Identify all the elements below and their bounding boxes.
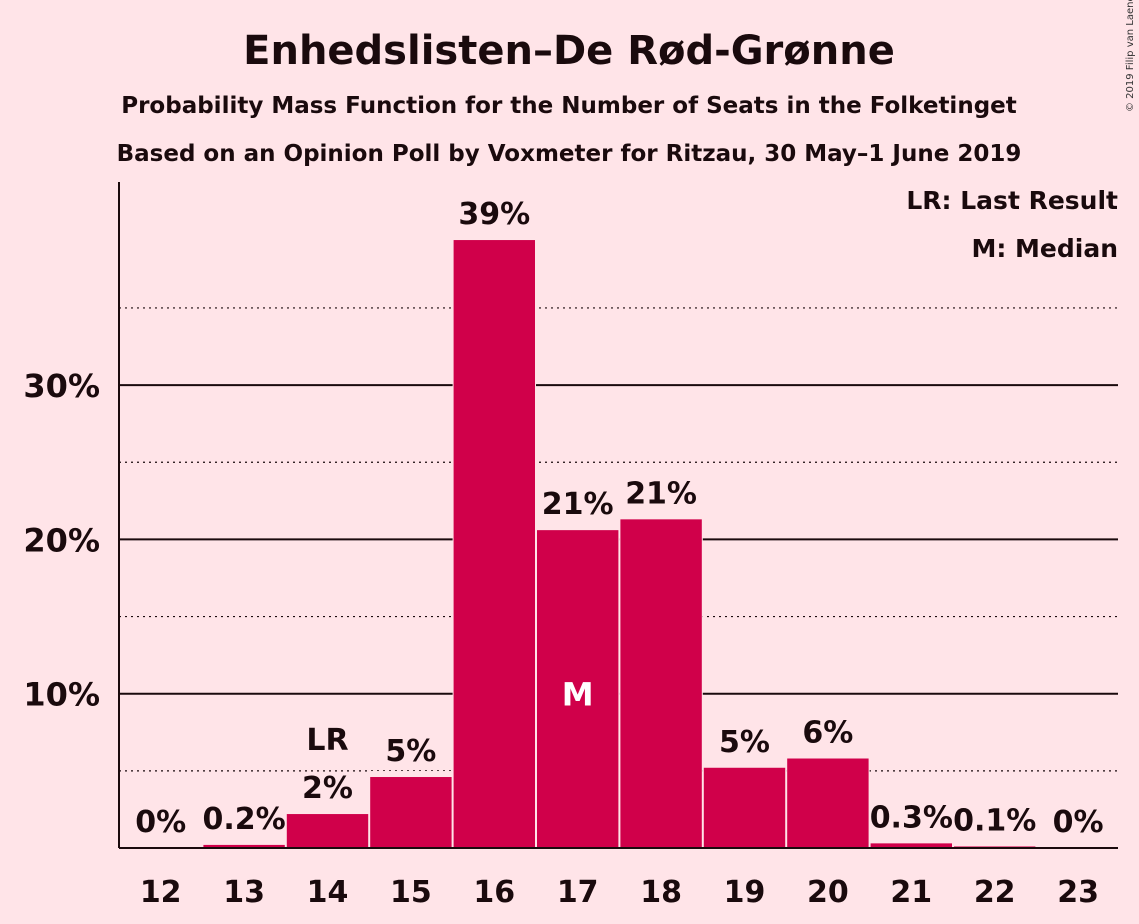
bar-value-label: 2% <box>302 771 353 806</box>
y-tick-label: 30% <box>23 367 100 405</box>
last-result-marker: LR <box>306 723 348 758</box>
bar <box>620 519 702 848</box>
x-tick-label: 20 <box>807 875 849 910</box>
bar-value-label: 5% <box>385 734 436 769</box>
y-tick-label: 10% <box>23 676 100 714</box>
x-tick-label: 16 <box>473 875 515 910</box>
x-tick-label: 15 <box>390 875 432 910</box>
x-tick-label: 17 <box>557 875 599 910</box>
bar-value-label: 21% <box>542 487 614 522</box>
bar <box>537 530 619 848</box>
x-tick-label: 14 <box>307 875 349 910</box>
bar-value-label: 5% <box>719 725 770 760</box>
bar <box>203 844 285 848</box>
x-axis-ticks: 12 13 14 15 16 17 18 19 20 21 22 23 <box>140 875 1099 910</box>
median-marker: M <box>562 676 594 714</box>
chart-source: Based on an Opinion Poll by Voxmeter for… <box>117 141 1022 167</box>
legend-median: M: Median <box>971 234 1118 263</box>
bar-value-label: 6% <box>802 716 853 751</box>
bar-labels: 0% 0.2% 2% LR 5% 39% 21% M 21% 5% 6% 0.3% 0.1% 0% <box>135 197 1103 840</box>
bar <box>870 843 952 848</box>
x-tick-label: 23 <box>1057 875 1099 910</box>
y-tick-label: 20% <box>23 521 100 559</box>
bar <box>453 240 535 849</box>
x-tick-label: 22 <box>974 875 1016 910</box>
bar-value-label: 0.1% <box>953 803 1036 838</box>
bar-value-label: 0.3% <box>870 800 953 835</box>
chart-title: Enhedslisten–De Rød-Grønne <box>243 28 895 74</box>
x-tick-label: 18 <box>640 875 682 910</box>
bar-gap-mask <box>202 838 286 848</box>
bar <box>370 777 452 848</box>
y-axis-ticks: 10% 20% 30% <box>23 367 100 714</box>
bar-gap-mask <box>953 840 1037 848</box>
bar-value-label: 0.2% <box>202 802 285 837</box>
x-tick-label: 19 <box>724 875 766 910</box>
chart-subtitle: Probability Mass Function for the Number… <box>121 93 1017 119</box>
bar-value-label: 21% <box>625 476 697 511</box>
bar <box>286 814 369 848</box>
bar-value-label: 39% <box>458 197 530 232</box>
legend-last-result: LR: Last Result <box>906 186 1118 215</box>
x-tick-label: 21 <box>890 875 932 910</box>
bar <box>703 767 786 848</box>
bars <box>202 234 1037 849</box>
bar-value-label: 0% <box>1053 805 1104 840</box>
x-tick-label: 12 <box>140 875 182 910</box>
copyright-text: © 2019 Filip van Laenen <box>1125 0 1136 112</box>
bar <box>787 758 869 848</box>
bar-value-label: 0% <box>135 805 186 840</box>
bar-gap-mask <box>869 837 953 848</box>
x-tick-label: 13 <box>223 875 265 910</box>
